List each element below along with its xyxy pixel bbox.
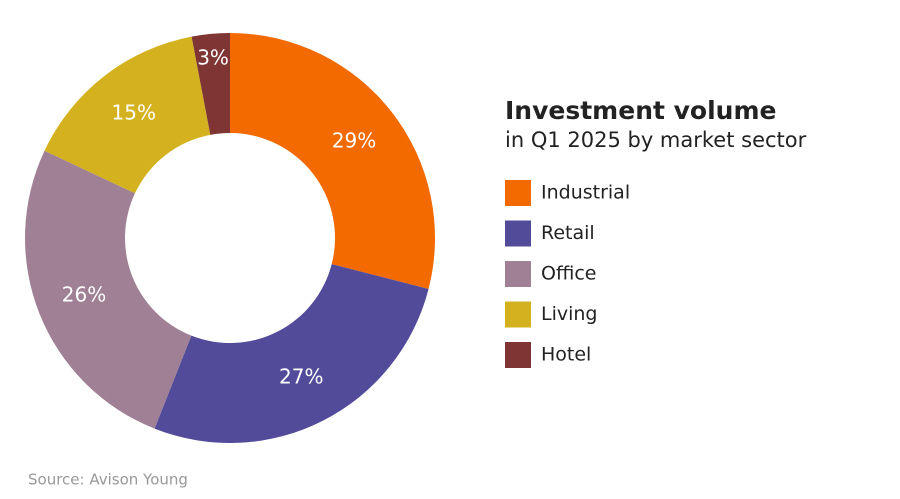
legend-label: Retail: [541, 222, 595, 244]
legend-label: Industrial: [541, 182, 630, 204]
donut-segment: [191, 33, 230, 135]
donut-segment: [230, 33, 435, 289]
data-label: 15%: [112, 100, 156, 124]
legend-label: Hotel: [541, 344, 591, 366]
legend-label: Office: [541, 263, 596, 285]
data-label: 26%: [62, 282, 106, 306]
data-label: 3%: [197, 45, 229, 69]
legend-swatch: [505, 301, 531, 328]
source-note: Source: Avison Young: [28, 471, 188, 489]
data-label: 27%: [279, 364, 323, 388]
donut-segment: [154, 264, 429, 443]
legend-swatch: [505, 342, 531, 368]
chart-subtitle: in Q1 2025 by market sector: [505, 128, 807, 152]
legend-label: Living: [541, 303, 598, 325]
donut-segment: [44, 36, 211, 194]
chart-title: Investment volume: [505, 96, 776, 125]
legend-swatch: [505, 220, 531, 247]
data-label: 29%: [332, 128, 376, 152]
legend-swatch: [505, 261, 531, 287]
legend-swatch: [505, 180, 531, 206]
donut-segment: [24, 150, 192, 429]
